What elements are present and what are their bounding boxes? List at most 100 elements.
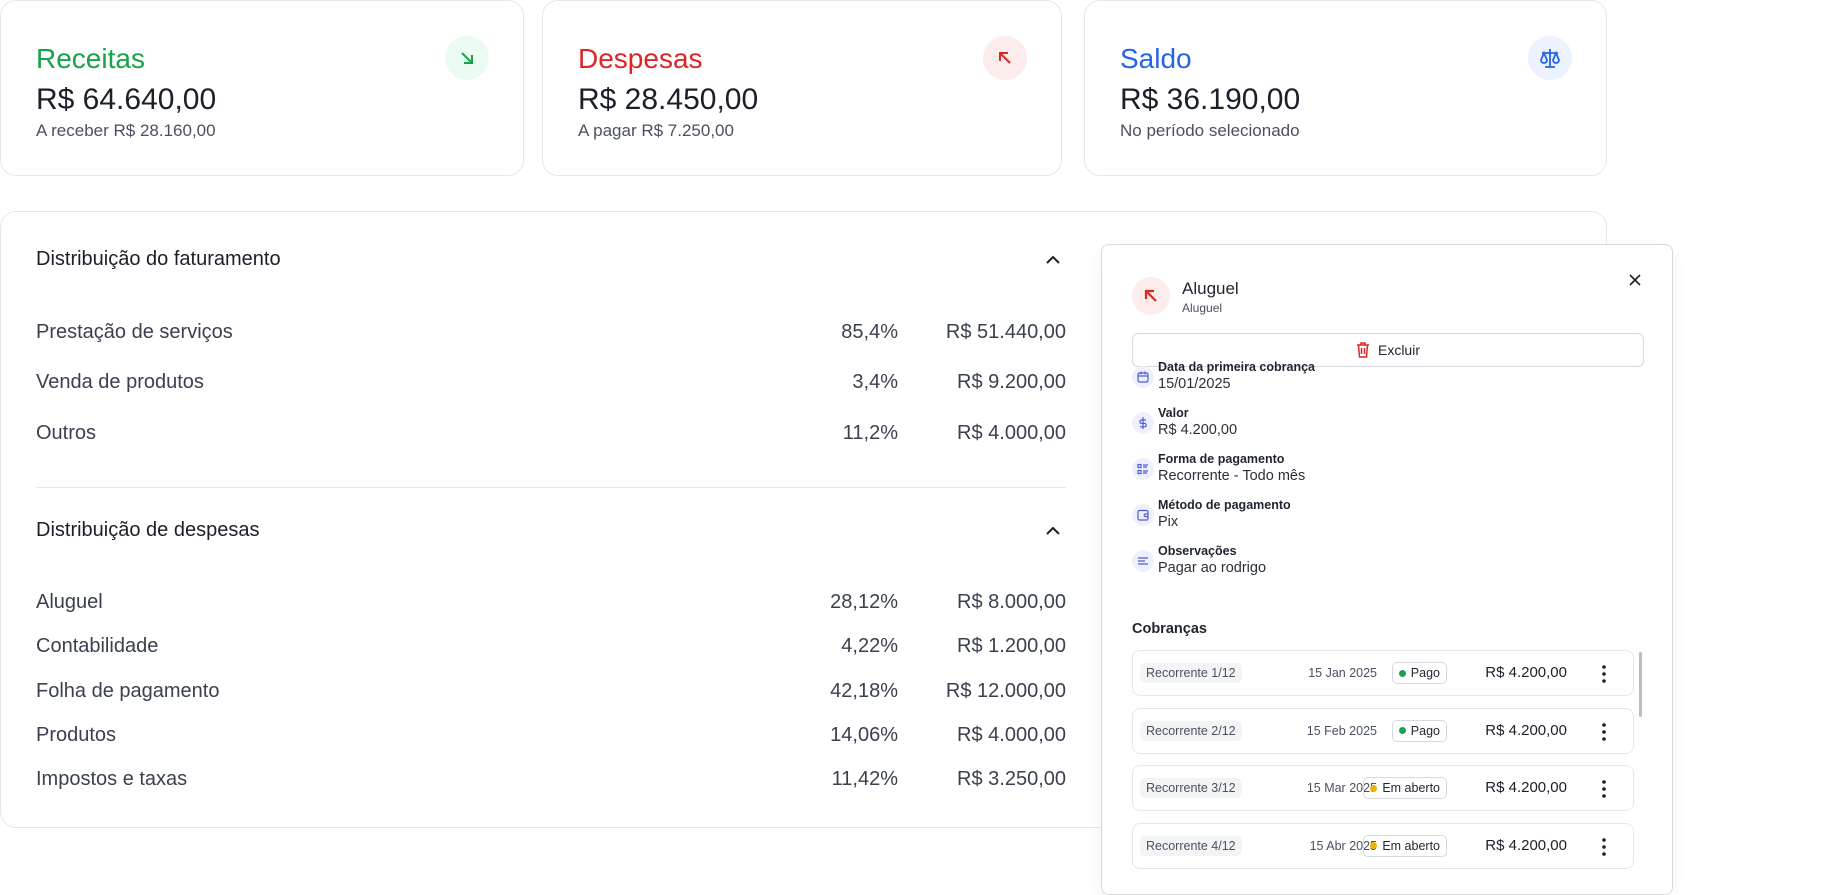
charge-date: 15 Abr 2025: [1309, 838, 1377, 853]
row-value: R$ 4.000,00: [957, 422, 1066, 444]
card-title: Despesas: [578, 43, 703, 74]
row-percent: 11,2%: [842, 422, 898, 444]
card-subtitle: A pagar R$ 7.250,00: [578, 121, 734, 140]
arrow-up-left-icon: [983, 36, 1027, 80]
more-vertical-icon[interactable]: [1601, 837, 1607, 857]
row-label: Outros: [36, 422, 97, 444]
chevron-up-icon[interactable]: [1041, 519, 1065, 543]
card-amount: R$ 28.450,00: [578, 83, 759, 116]
charge-date: 15 Feb 2025: [1306, 723, 1377, 738]
scrollbar[interactable]: [1639, 652, 1642, 717]
drawer-title: Aluguel: [1182, 279, 1239, 298]
more-vertical-icon[interactable]: [1601, 722, 1607, 742]
chevron-up-icon[interactable]: [1041, 248, 1065, 272]
status-label: Pago: [1410, 723, 1440, 738]
delete-label: Excluir: [1377, 342, 1420, 358]
row-label: Folha de pagamento: [36, 680, 220, 702]
row-percent: 3,4%: [852, 371, 898, 393]
distribution-row: Outros 11,2% R$ 4.000,00: [36, 422, 1066, 448]
calendar-icon: [1132, 366, 1154, 388]
dollar-icon: [1132, 412, 1154, 434]
row-value: R$ 12.000,00: [945, 680, 1066, 702]
card-receitas: Receitas R$ 64.640,00 A receber R$ 28.16…: [0, 0, 524, 176]
row-value: R$ 1.200,00: [957, 635, 1066, 657]
info-label: Valor: [1158, 406, 1189, 420]
divider: [36, 487, 1066, 488]
row-label: Contabilidade: [36, 635, 159, 657]
drawer-subtitle: Aluguel: [1182, 301, 1223, 315]
more-vertical-icon[interactable]: [1601, 664, 1607, 684]
charges-title: Cobranças: [1132, 621, 1207, 637]
info-value: 15/01/2025: [1158, 376, 1231, 392]
row-value: R$ 9.200,00: [957, 371, 1066, 393]
status-label: Pago: [1410, 666, 1440, 680]
row-label: Produtos: [36, 724, 117, 746]
distribution-row: Venda de produtos 3,4% R$ 9.200,00: [36, 371, 1066, 397]
status-badge: Em aberto: [1363, 834, 1447, 857]
status-dot-icon: [1370, 784, 1378, 792]
row-percent: 28,12%: [830, 591, 898, 613]
distribution-row: Prestação de serviços 85,4% R$ 51.440,00: [36, 321, 1066, 347]
row-value: R$ 3.250,00: [957, 768, 1066, 790]
row-label: Aluguel: [36, 591, 103, 613]
info-label: Data da primeira cobrança: [1158, 360, 1316, 374]
charge-amount: R$ 4.200,00: [1485, 779, 1567, 796]
arrow-up-left-icon: [1132, 277, 1170, 315]
row-label: Impostos e taxas: [36, 768, 188, 790]
delete-button[interactable]: Excluir: [1132, 333, 1644, 367]
status-dot-icon: [1398, 669, 1406, 677]
section-title-despesas: Distribuição de despesas: [36, 519, 260, 541]
charge-amount: R$ 4.200,00: [1485, 721, 1567, 739]
status-label: Em aberto: [1382, 781, 1440, 795]
charge-tag: Recorrente 4/12: [1140, 835, 1242, 856]
text-icon: [1132, 550, 1154, 572]
card-subtitle: No período selecionado: [1120, 121, 1300, 140]
charge-row[interactable]: Recorrente 1/12 15 Jan 2025 Pago R$ 4.200,0…: [1132, 650, 1634, 696]
charge-date: 15 Jan 2025: [1308, 666, 1377, 680]
charge-tag: Recorrente 1/12: [1140, 663, 1242, 683]
charge-amount: R$ 4.200,00: [1485, 664, 1567, 681]
charge-amount: R$ 4.200,00: [1485, 836, 1567, 854]
distribution-row: Impostos e taxas 11,42% R$ 3.250,00: [36, 768, 1066, 794]
charge-row[interactable]: Recorrente 2/12 15 Feb 2025 Pago R$ 4.200,0…: [1132, 707, 1634, 754]
status-label: Em aberto: [1382, 838, 1440, 853]
row-value: R$ 8.000,00: [957, 591, 1066, 613]
card-saldo: Saldo R$ 36.190,00 No período selecionad…: [1084, 0, 1607, 176]
distribution-row: Contabilidade 4,22% R$ 1.200,00: [36, 635, 1066, 661]
close-icon[interactable]: [1626, 271, 1644, 289]
card-subtitle: A receber R$ 28.160,00: [36, 121, 216, 140]
row-percent: 85,4%: [841, 321, 898, 343]
info-value: R$ 4.200,00: [1158, 422, 1238, 438]
info-value: Pix: [1158, 514, 1179, 530]
row-percent: 4,22%: [841, 635, 898, 657]
section-title-faturamento: Distribuição do faturamento: [36, 248, 281, 270]
card-amount: R$ 36.190,00: [1120, 83, 1301, 116]
info-value: Pagar ao rodrigo: [1158, 560, 1267, 576]
scale-icon: [1528, 36, 1572, 80]
row-percent: 11,42%: [831, 768, 898, 790]
distribution-row: Produtos 14,06% R$ 4.000,00: [36, 724, 1066, 750]
row-value: R$ 4.000,00: [957, 724, 1066, 746]
card-despesas: Despesas R$ 28.450,00 A pagar R$ 7.250,0…: [542, 0, 1062, 176]
row-value: R$ 51.440,00: [945, 321, 1066, 343]
status-badge: Em aberto: [1363, 777, 1447, 799]
info-value: Recorrente - Todo mês: [1158, 468, 1306, 484]
detail-drawer: Aluguel Aluguel Excluir Data da primeira…: [1101, 244, 1673, 895]
arrow-down-right-icon: [445, 36, 489, 80]
row-percent: 14,06%: [830, 724, 898, 746]
card-amount: R$ 64.640,00: [36, 83, 217, 116]
distribution-row: Aluguel 28,12% R$ 8.000,00: [36, 591, 1066, 617]
more-vertical-icon[interactable]: [1601, 779, 1607, 799]
charge-tag: Recorrente 3/12: [1140, 778, 1242, 798]
wallet-icon: [1132, 504, 1154, 526]
trash-icon: [1356, 342, 1369, 358]
distribution-row: Folha de pagamento 42,18% R$ 12.000,00: [36, 680, 1066, 706]
charge-tag: Recorrente 2/12: [1140, 720, 1242, 741]
charge-row[interactable]: Recorrente 4/12 15 Abr 2025 Em aberto R$ 4.…: [1132, 822, 1634, 869]
card-title: Receitas: [36, 43, 145, 74]
charge-row[interactable]: Recorrente 3/12 15 Mar 2025 Em aberto R$ 4.…: [1132, 765, 1634, 811]
info-label: Método de pagamento: [1158, 498, 1291, 512]
card-title: Saldo: [1120, 43, 1192, 74]
list-icon: [1132, 458, 1154, 480]
info-label: Forma de pagamento: [1158, 452, 1285, 466]
